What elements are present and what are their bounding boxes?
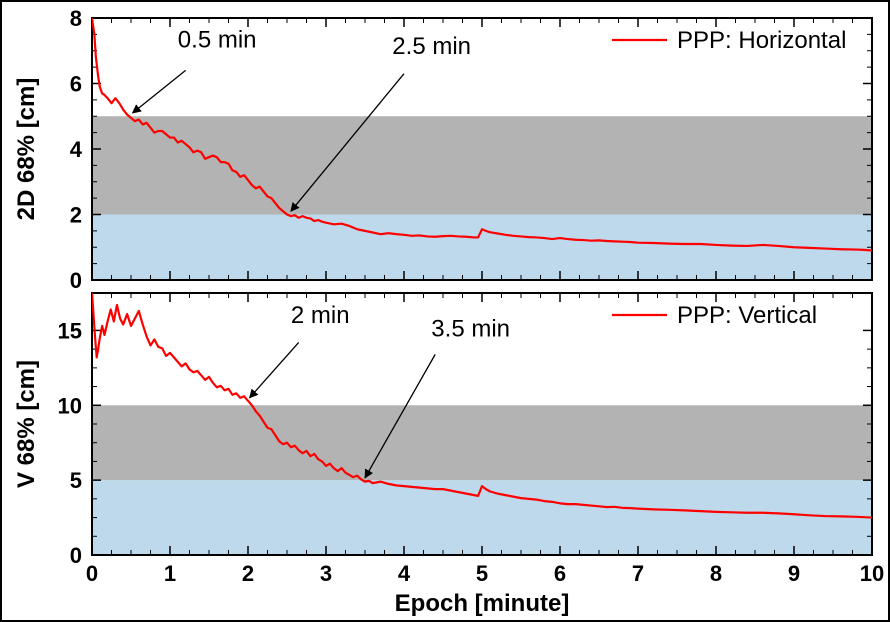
band <box>92 215 872 281</box>
figure-svg: 0 2 4 6 8 2D 68% [cm] 0.5 min 2.5 min PPP: Horiz… <box>0 0 890 622</box>
x-tick-label: 6 <box>554 561 566 586</box>
y-tick-label: 15 <box>58 318 82 343</box>
annotation-arrow <box>133 70 186 113</box>
y-tick-label: 0 <box>70 268 82 293</box>
legend-label: PPP: Horizontal <box>677 27 846 54</box>
y-tick-label: 0 <box>70 543 82 568</box>
band <box>92 405 872 480</box>
panel-top: 0 2 4 6 8 2D 68% [cm] 0.5 min 2.5 min PPP: Horiz… <box>13 6 872 293</box>
figure-root: 0 2 4 6 8 2D 68% [cm] 0.5 min 2.5 min PPP: Horiz… <box>0 0 890 622</box>
y-tick-label: 5 <box>70 468 82 493</box>
x-tick-label: 8 <box>710 561 722 586</box>
band <box>92 116 872 214</box>
y-axis-label: V 68% [cm] <box>13 360 40 488</box>
annotation-text: 0.5 min <box>178 26 257 53</box>
x-axis-label: Epoch [minute] <box>395 590 570 617</box>
y-tick-label: 6 <box>70 72 82 97</box>
x-tick-label: 10 <box>860 561 884 586</box>
x-tick-label: 3 <box>320 561 332 586</box>
x-tick-label: 4 <box>398 561 411 586</box>
band <box>92 480 872 555</box>
x-tick-label: 0 <box>86 561 98 586</box>
x-tick-label: 2 <box>242 561 254 586</box>
annotation-text: 2 min <box>291 302 350 329</box>
x-tick-label: 5 <box>476 561 488 586</box>
y-tick-label: 8 <box>70 6 82 31</box>
panel-bottom: 0 1 2 3 4 5 6 7 8 9 10 0 5 10 15 V 68% [cm] 2 min 3.5 min… <box>13 293 884 586</box>
annotation-text: 3.5 min <box>431 315 510 342</box>
x-tick-label: 9 <box>788 561 800 586</box>
x-tick-label: 7 <box>632 561 644 586</box>
y-tick-label: 10 <box>58 393 82 418</box>
legend-label: PPP: Vertical <box>677 302 817 329</box>
annotation-arrow <box>250 342 299 397</box>
y-tick-label: 2 <box>70 203 82 228</box>
annotation-text: 2.5 min <box>392 33 471 60</box>
y-tick-label: 4 <box>70 137 83 162</box>
y-axis-label: 2D 68% [cm] <box>13 78 40 221</box>
x-tick-label: 1 <box>164 561 176 586</box>
